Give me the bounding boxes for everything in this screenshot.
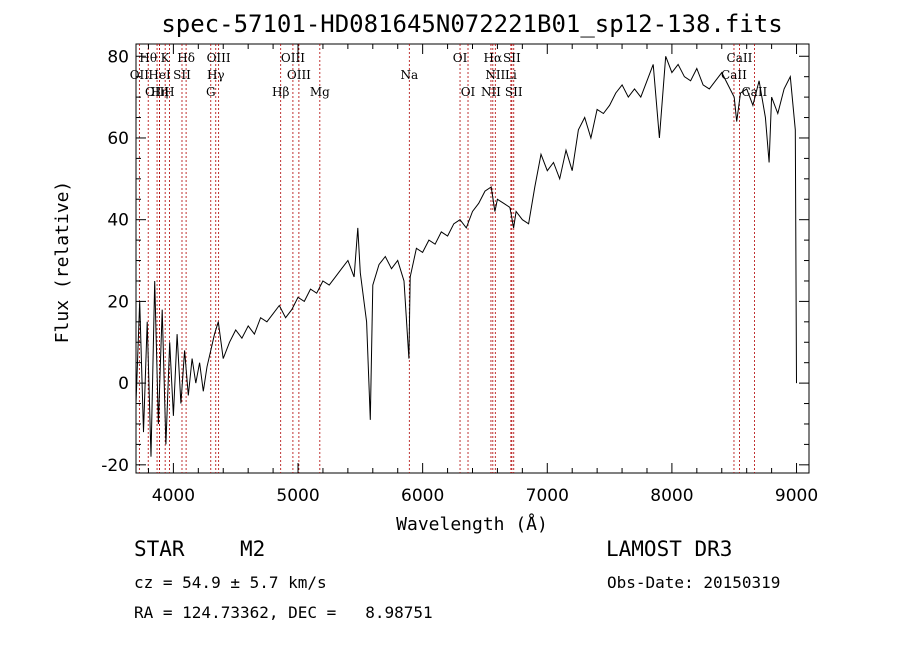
spectral-line-label: SII (173, 68, 191, 82)
spectral-line-label: SII (505, 85, 523, 99)
spectral-line-label: CaII (721, 68, 747, 82)
object-subclass: M2 (240, 537, 266, 561)
y-tick-label: 60 (107, 129, 129, 149)
x-tick-label: 4000 (152, 486, 195, 506)
spectral-line-label: HeI (148, 68, 171, 82)
spectral-line-label: Na (400, 68, 418, 82)
y-tick-label: 20 (107, 292, 129, 312)
spectral-line-label: K (161, 51, 171, 65)
spectral-line-label: CaII (727, 51, 753, 65)
obs-date: Obs-Date: 20150319 (607, 573, 781, 592)
spectral-line-label: NII (485, 68, 505, 82)
spectral-line-label: NII (481, 85, 501, 99)
x-axis-label: Wavelength (Å) (396, 513, 548, 535)
spectral-line-label: CaII (741, 85, 767, 99)
spectral-line-label: Hβ (272, 85, 289, 99)
spectral-line-label: OI (453, 51, 468, 65)
spectral-line-label: Hδ (177, 51, 195, 65)
y-axis-label: Flux (relative) (52, 181, 73, 344)
spectral-line-label: H (164, 85, 174, 99)
coordinates-text: RA = 124.73362, DEC = 8.98751 (134, 603, 433, 622)
x-tick-label: 7000 (526, 486, 569, 506)
redshift-text: cz = 54.9 ± 5.7 km/s (134, 573, 327, 592)
x-tick-label: 8000 (650, 486, 693, 506)
survey-name: LAMOST DR3 (606, 537, 733, 561)
spectral-line-label: OIII (207, 51, 231, 65)
spectral-line-label: Hθ (139, 51, 157, 65)
spectral-line-label: OIII (281, 51, 305, 65)
spectral-line-label: G (206, 85, 216, 99)
spectral-line-label: OII (130, 68, 150, 82)
y-tick-label: -20 (101, 456, 129, 476)
spectral-line-label: OIII (145, 85, 169, 99)
spectrum-series-line (135, 56, 797, 457)
y-tick-label: 80 (107, 47, 129, 67)
object-class: STAR (134, 537, 185, 561)
spectral-line-label: Hα (484, 51, 503, 65)
spectral-line-label: OI (461, 85, 476, 99)
y-tick-label: 40 (107, 211, 129, 231)
plot-frame (135, 43, 810, 474)
y-tick-label: 0 (118, 374, 129, 394)
spectral-line-label: Hη (151, 85, 169, 99)
x-tick-label: 9000 (775, 486, 818, 506)
spectral-line-label: OIII (287, 68, 311, 82)
chart-title: spec-57101-HD081645N072221B01_sp12-138.f… (161, 10, 782, 38)
x-tick-label: 5000 (276, 486, 319, 506)
spectral-line-label: Mg (310, 85, 330, 99)
spectral-line-label: SII (503, 51, 521, 65)
spectral-line-label: Li (505, 68, 517, 82)
x-tick-label: 6000 (401, 486, 444, 506)
spectral-line-label: Hγ (207, 68, 225, 82)
